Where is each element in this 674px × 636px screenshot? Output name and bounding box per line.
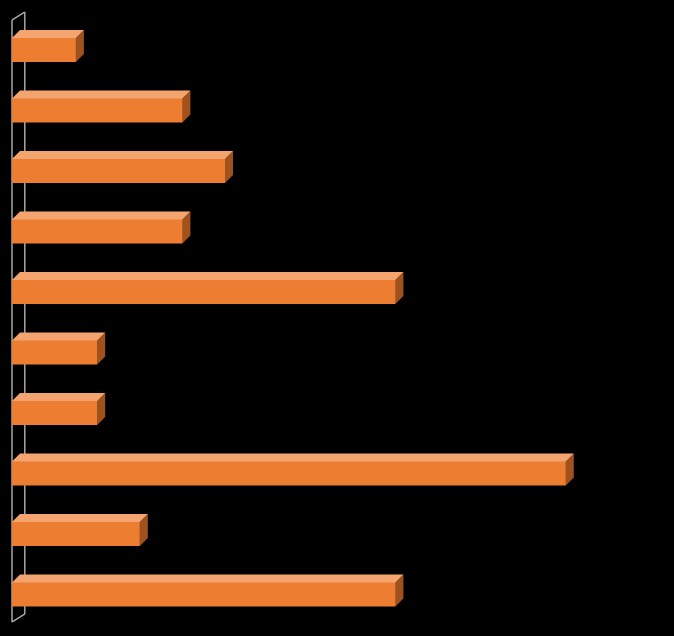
bar-front-face [12,401,98,425]
bar-side-face [97,332,106,365]
axis-bottom-edge [11,613,26,623]
bar-top-face [12,574,404,583]
bar-top-face [12,151,233,159]
bar-9 [12,514,148,546]
bar-8 [12,453,574,486]
bar-5 [12,272,404,304]
bar-side-face [97,393,106,425]
bar-front-face [12,340,98,365]
bar-4 [12,211,191,244]
bar-front-face [12,159,225,183]
bar-7 [12,393,106,425]
bar-10 [12,574,404,607]
bar-6 [12,332,106,365]
bar-side-face [395,574,404,607]
bar-side-face [139,514,148,546]
axis-top-edge [11,11,26,21]
bar-front-face [12,522,140,546]
bar-top-face [12,90,191,99]
bar-top-face [12,514,148,522]
bar-top-face [12,30,84,38]
bar-side-face [75,30,84,62]
bar-front-face [12,280,396,304]
bar-1 [12,30,84,62]
chart-bars [12,30,574,607]
bar-front-face [12,98,183,123]
bar-side-face [565,453,574,486]
bar-top-face [12,211,191,220]
bar-side-face [182,90,191,123]
bar-side-face [395,272,404,304]
bar-top-face [12,332,106,341]
bar-top-face [12,453,574,462]
bar-top-face [12,272,404,280]
bar-3 [12,151,233,183]
bar-front-face [12,461,566,486]
bar-2 [12,90,191,123]
bar-side-face [225,151,233,183]
bar-front-face [12,38,76,62]
bar-front-face [12,219,183,244]
bar-side-face [182,211,191,244]
bar-front-face [12,582,396,607]
bar-top-face [12,393,106,401]
